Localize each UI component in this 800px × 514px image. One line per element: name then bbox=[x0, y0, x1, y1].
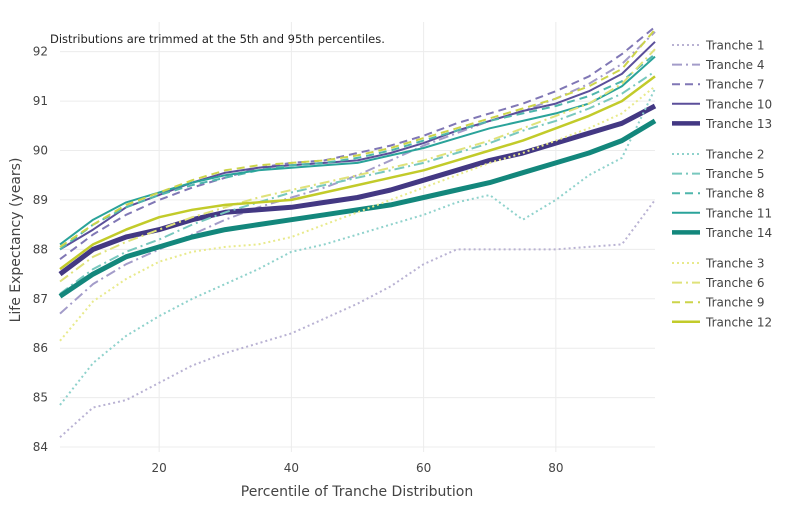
legend-label: Tranche 4 bbox=[705, 58, 765, 72]
legend-item-tranche-10[interactable]: Tranche 10 bbox=[672, 97, 772, 111]
series-lines bbox=[58, 26, 657, 438]
chart-annotation: Distributions are trimmed at the 5th and… bbox=[50, 32, 385, 46]
y-tick-label: 84 bbox=[33, 440, 48, 454]
legend-item-tranche-9[interactable]: Tranche 9 bbox=[672, 296, 765, 310]
x-axis-ticks: 20 40 60 80 bbox=[152, 461, 564, 475]
legend-label: Tranche 3 bbox=[705, 257, 765, 271]
y-tick-label: 90 bbox=[33, 144, 48, 158]
legend-item-tranche-12[interactable]: Tranche 12 bbox=[672, 315, 772, 329]
legend[interactable]: Tranche 1 Tranche 4 Tranche 7 Tranche 10 Tra… bbox=[672, 39, 772, 330]
series-line-tranche-10 bbox=[59, 41, 656, 251]
x-axis-title: Percentile of Tranche Distribution bbox=[241, 484, 473, 500]
legend-label: Tranche 2 bbox=[705, 148, 765, 162]
series-line-tranche-5 bbox=[59, 70, 656, 295]
series-line-tranche-6 bbox=[59, 48, 656, 283]
series-line-tranche-9 bbox=[59, 28, 656, 248]
y-tick-label: 86 bbox=[33, 341, 48, 355]
legend-label: Tranche 5 bbox=[705, 167, 765, 181]
legend-item-tranche-13[interactable]: Tranche 13 bbox=[672, 117, 772, 131]
y-tick-label: 85 bbox=[33, 391, 48, 405]
legend-item-tranche-4[interactable]: Tranche 4 bbox=[672, 58, 765, 72]
series-line-tranche-11 bbox=[59, 55, 656, 246]
y-axis-ticks: 84 85 86 87 88 89 90 91 92 bbox=[33, 45, 48, 454]
legend-label: Tranche 9 bbox=[705, 296, 765, 310]
legend-item-tranche-1[interactable]: Tranche 1 bbox=[672, 39, 765, 53]
legend-item-tranche-11[interactable]: Tranche 11 bbox=[672, 206, 772, 220]
legend-label: Tranche 7 bbox=[705, 78, 765, 92]
series-line-tranche-8 bbox=[59, 53, 656, 251]
legend-item-tranche-3[interactable]: Tranche 3 bbox=[672, 257, 765, 271]
y-tick-label: 89 bbox=[33, 193, 48, 207]
legend-item-tranche-6[interactable]: Tranche 6 bbox=[672, 276, 765, 290]
y-tick-label: 87 bbox=[33, 292, 48, 306]
x-tick-label: 40 bbox=[284, 461, 299, 475]
y-tick-label: 88 bbox=[33, 242, 48, 256]
legend-item-tranche-2[interactable]: Tranche 2 bbox=[672, 148, 765, 162]
x-tick-label: 80 bbox=[548, 461, 563, 475]
x-tick-label: 20 bbox=[152, 461, 167, 475]
x-tick-label: 60 bbox=[416, 461, 431, 475]
series-line-tranche-14 bbox=[58, 118, 657, 299]
legend-label: Tranche 1 bbox=[705, 39, 765, 53]
series-line-tranche-1 bbox=[59, 199, 656, 438]
y-tick-label: 91 bbox=[33, 94, 48, 108]
series-line-tranche-2 bbox=[59, 88, 656, 406]
legend-label: Tranche 6 bbox=[705, 276, 765, 290]
legend-item-tranche-7[interactable]: Tranche 7 bbox=[672, 78, 765, 92]
legend-label: Tranche 10 bbox=[705, 97, 772, 111]
legend-label: Tranche 8 bbox=[705, 187, 765, 201]
legend-item-tranche-5[interactable]: Tranche 5 bbox=[672, 167, 765, 181]
y-tick-label: 92 bbox=[33, 45, 48, 59]
legend-item-tranche-8[interactable]: Tranche 8 bbox=[672, 187, 765, 201]
y-axis-title: Life Expectancy (years) bbox=[8, 158, 24, 323]
legend-item-tranche-14[interactable]: Tranche 14 bbox=[672, 226, 772, 240]
legend-label: Tranche 13 bbox=[705, 117, 772, 131]
series-line-tranche-13 bbox=[58, 103, 657, 277]
legend-label: Tranche 12 bbox=[705, 315, 772, 329]
series-line-tranche-3 bbox=[59, 85, 656, 342]
series-line-tranche-7 bbox=[59, 26, 656, 261]
legend-label: Tranche 14 bbox=[705, 226, 772, 240]
series-line-tranche-12 bbox=[59, 75, 656, 271]
legend-label: Tranche 11 bbox=[705, 206, 772, 220]
series-line-tranche-4 bbox=[59, 31, 656, 315]
